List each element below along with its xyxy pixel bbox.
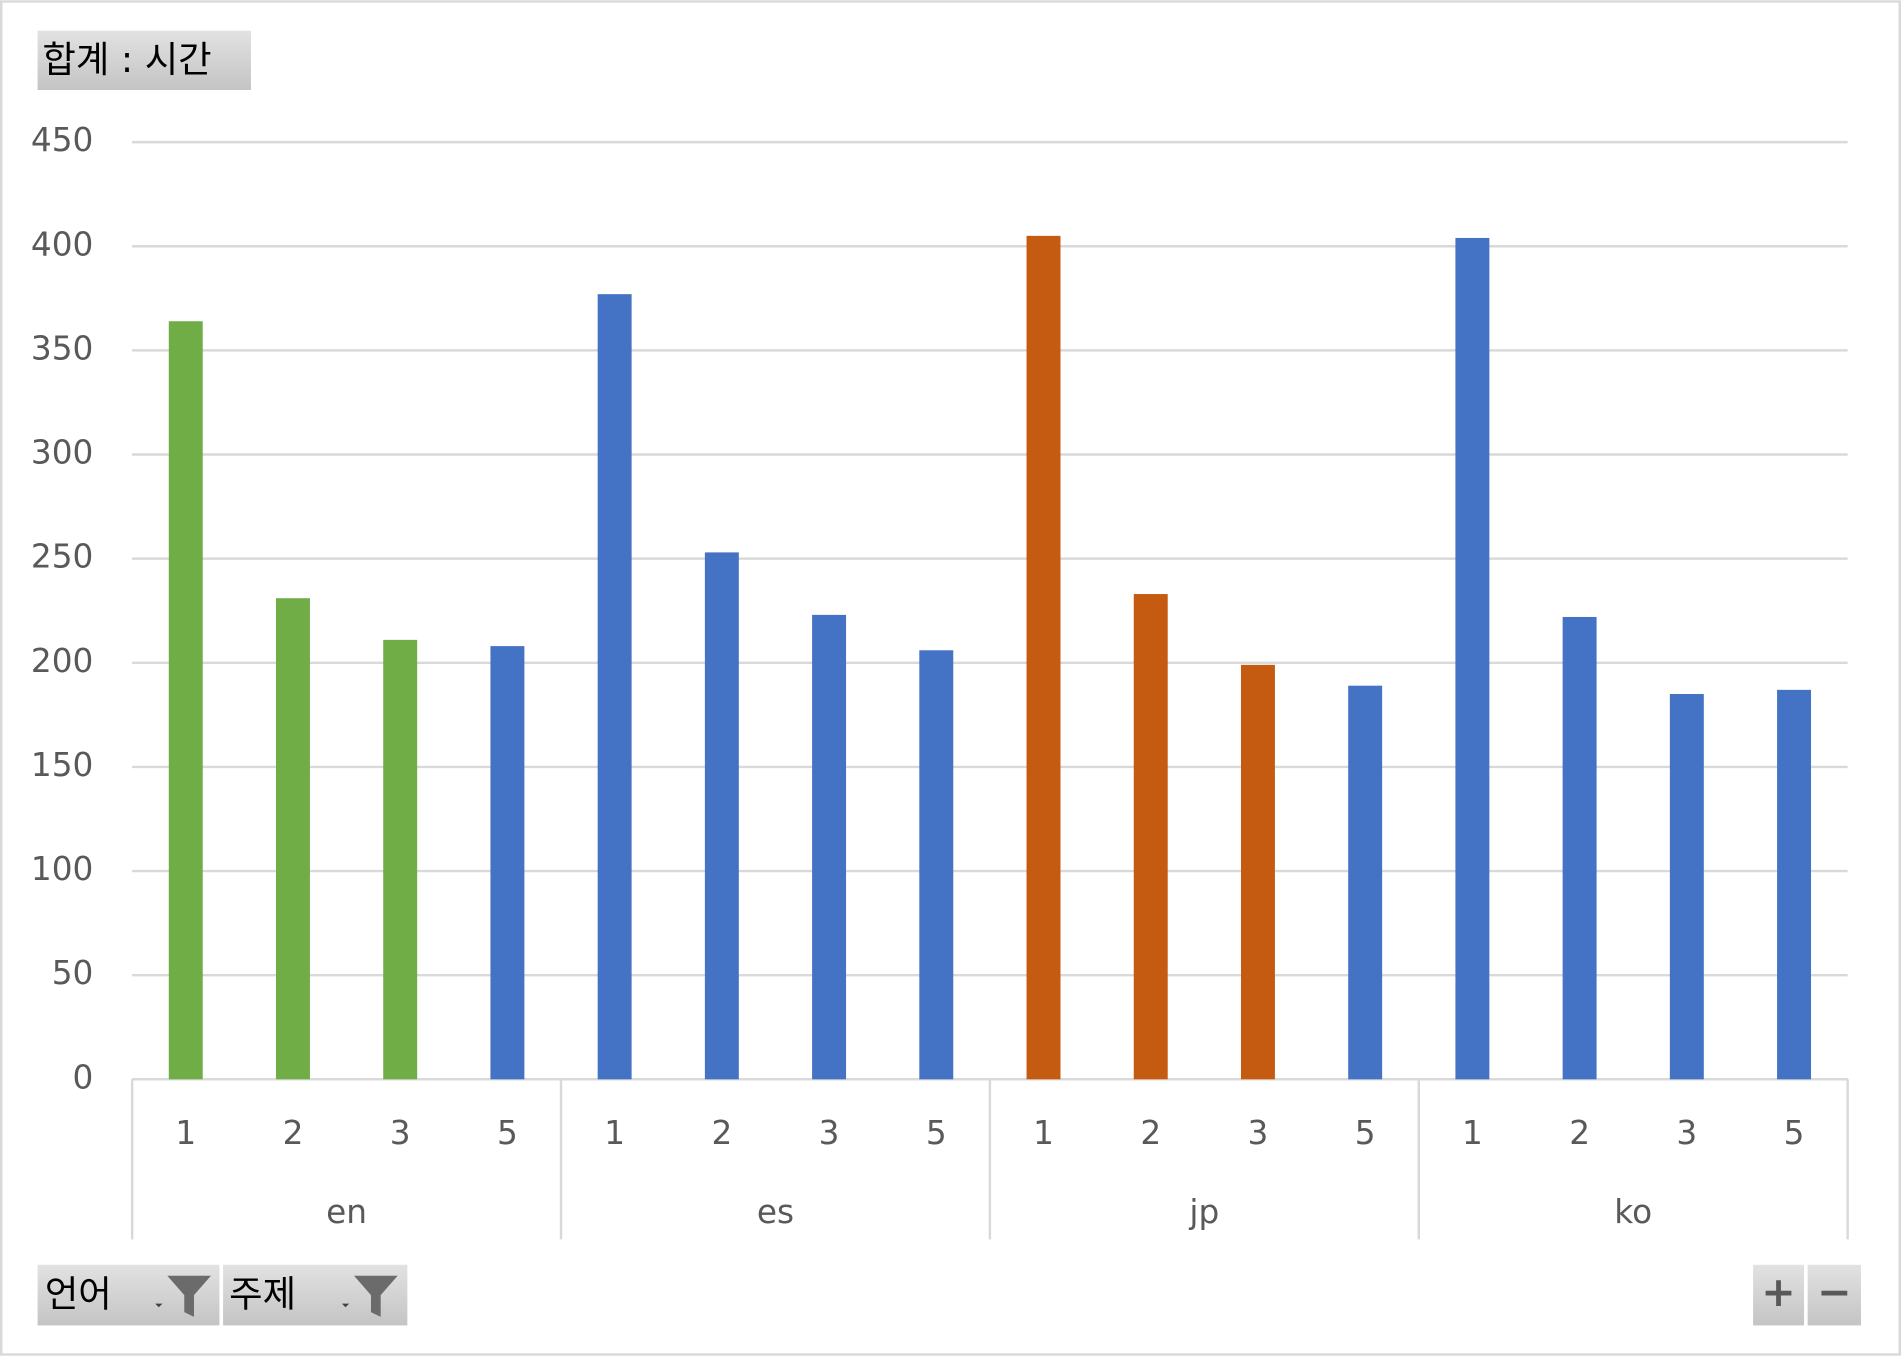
- bar: [597, 294, 632, 1080]
- y-tick-label: 250: [31, 538, 93, 576]
- filter-label: 주제: [229, 1272, 296, 1315]
- expand-label: +: [1761, 1268, 1796, 1316]
- bar: [168, 321, 203, 1080]
- chart-title: 합계 : 시간: [42, 38, 211, 81]
- group-label: en: [326, 1193, 367, 1231]
- y-tick-label: 450: [31, 121, 93, 159]
- filter-icon: [354, 1275, 398, 1317]
- filter-label: 언어: [45, 1272, 112, 1315]
- bar: [1348, 685, 1383, 1080]
- x-tick-label: 1: [604, 1114, 625, 1152]
- x-tick-label: 2: [283, 1114, 304, 1152]
- x-tick-label: 3: [819, 1114, 840, 1152]
- y-tick-label: 100: [31, 850, 93, 888]
- x-tick-label: 1: [1462, 1114, 1483, 1152]
- filter-icon: [167, 1275, 211, 1317]
- y-tick-label: 350: [31, 329, 93, 367]
- y-tick-label: 400: [31, 225, 93, 263]
- bar: [1562, 616, 1597, 1080]
- y-tick-label: 300: [31, 434, 93, 472]
- bar: [1133, 594, 1168, 1080]
- bar: [812, 614, 847, 1080]
- bar: [1777, 689, 1812, 1080]
- bar: [919, 650, 954, 1080]
- bar: [276, 598, 310, 1080]
- bar: [704, 552, 739, 1080]
- x-tick-label: 5: [1355, 1114, 1376, 1152]
- y-tick-label: 150: [31, 746, 93, 784]
- x-tick-label: 5: [926, 1114, 947, 1152]
- bar: [1026, 235, 1061, 1080]
- bar: [1669, 694, 1704, 1080]
- x-tick-label: 2: [711, 1114, 732, 1152]
- group-label: ko: [1614, 1193, 1652, 1231]
- dropdown-arrow: [155, 1303, 163, 1308]
- dropdown-arrow: [341, 1303, 350, 1308]
- y-tick-label: 200: [31, 642, 93, 680]
- x-tick-label: 5: [497, 1114, 518, 1152]
- x-tick-label: 1: [1033, 1114, 1054, 1152]
- x-tick-label: 3: [390, 1114, 411, 1152]
- x-tick-label: 1: [175, 1114, 196, 1152]
- bar: [1455, 237, 1490, 1080]
- bar: [1240, 664, 1275, 1080]
- collapse-button[interactable]: [1807, 1264, 1861, 1326]
- group-label: jp: [1188, 1193, 1219, 1231]
- x-tick-label: 2: [1140, 1114, 1161, 1152]
- collapse-label: −: [1817, 1268, 1852, 1316]
- y-tick-label: 0: [73, 1058, 94, 1096]
- y-tick-label: 50: [52, 954, 94, 992]
- x-tick-label: 2: [1569, 1114, 1590, 1152]
- expand-button[interactable]: [1753, 1264, 1805, 1326]
- group-label: es: [757, 1193, 794, 1231]
- bar: [490, 646, 525, 1080]
- bar: [383, 639, 418, 1080]
- x-tick-label: 3: [1676, 1114, 1697, 1152]
- x-tick-label: 5: [1784, 1114, 1805, 1152]
- field-button[interactable]: [37, 30, 251, 90]
- x-tick-label: 3: [1248, 1114, 1269, 1152]
